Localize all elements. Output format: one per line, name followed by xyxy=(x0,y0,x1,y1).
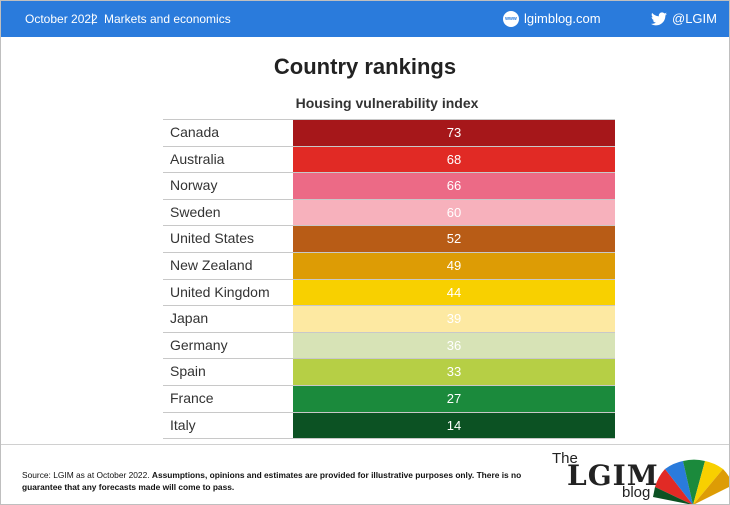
source-disclaimer: Assumptions, opinions and estimates are … xyxy=(22,470,522,492)
country-name: Spain xyxy=(170,363,206,380)
index-value: 27 xyxy=(446,390,462,406)
index-cell xyxy=(293,226,615,252)
index-cell xyxy=(293,252,615,279)
country-name: Japan xyxy=(170,310,209,327)
country-name: Norway xyxy=(170,177,218,194)
site-link[interactable]: lgimblog.com xyxy=(524,11,601,26)
index-cell xyxy=(293,120,615,146)
table-row: United Kingdom 44 xyxy=(163,278,615,306)
ranking-table: Canada 73 Australia 68 Norway 66 Sweden 60 Unite… xyxy=(163,119,615,440)
table-row: United States 52 xyxy=(163,225,615,252)
country-name: United States xyxy=(170,230,255,247)
country-name: United Kingdom xyxy=(170,283,270,300)
index-value: 68 xyxy=(446,151,462,167)
table-row: Australia 68 xyxy=(163,145,615,173)
table-row: Italy 14 xyxy=(163,411,615,440)
logo-blog: blog xyxy=(622,484,651,501)
chart-subtitle: Housing vulnerability index xyxy=(295,95,479,111)
index-cell xyxy=(293,385,615,412)
table-row: Spain 33 xyxy=(163,358,615,385)
index-cell xyxy=(293,279,615,306)
logo-the: The xyxy=(552,450,578,467)
chart-title: Country rankings xyxy=(273,54,457,79)
index-value: 39 xyxy=(446,311,462,327)
table-row: Canada 73 xyxy=(163,119,615,146)
index-value: 36 xyxy=(446,337,462,353)
country-name: Germany xyxy=(170,336,228,353)
table-row: Japan 39 xyxy=(163,305,615,332)
index-cell xyxy=(293,359,615,385)
source-note: Source: LGIM as at October 2022. Assumpt… xyxy=(22,469,542,493)
index-value: 66 xyxy=(446,178,462,194)
table-row: Norway 66 xyxy=(163,172,615,199)
index-value: 52 xyxy=(446,231,462,247)
source-plain: Source: LGIM as at October 2022. xyxy=(22,470,150,480)
index-cell xyxy=(293,306,615,332)
globe-icon: www xyxy=(503,11,519,27)
twitter-icon[interactable] xyxy=(651,12,667,26)
header-date: October 2022 xyxy=(25,12,98,26)
country-name: Sweden xyxy=(170,203,221,220)
index-cell xyxy=(293,412,615,439)
index-value: 14 xyxy=(446,417,462,433)
country-name: New Zealand xyxy=(170,256,253,273)
header-separator: | xyxy=(91,11,95,25)
index-value: 49 xyxy=(446,257,462,273)
table-row: Sweden 60 xyxy=(163,198,615,226)
country-name: Italy xyxy=(170,416,196,433)
country-name: Australia xyxy=(170,150,225,167)
table-row: Germany 36 xyxy=(163,331,615,359)
footer-divider xyxy=(1,444,729,445)
logo-lgim: LGIM xyxy=(567,459,659,492)
table-row: New Zealand 49 xyxy=(163,251,615,279)
umbrella-icon xyxy=(653,459,729,504)
index-value: 73 xyxy=(446,125,462,140)
index-value: 60 xyxy=(446,204,462,220)
index-cell xyxy=(293,199,615,226)
header-category[interactable]: Markets and economics xyxy=(104,12,231,26)
twitter-handle[interactable]: @LGIM xyxy=(672,11,717,26)
country-name: France xyxy=(170,389,214,406)
country-name: Canada xyxy=(170,124,220,140)
index-value: 44 xyxy=(446,284,462,300)
index-cell xyxy=(293,173,615,199)
top-bar: October 2022 | Markets and economics www… xyxy=(1,1,729,37)
globe-icon-text: www xyxy=(505,16,517,22)
index-cell xyxy=(293,146,615,173)
index-value: 33 xyxy=(446,364,462,380)
index-cell xyxy=(293,332,615,359)
table-row: France 27 xyxy=(163,384,615,412)
